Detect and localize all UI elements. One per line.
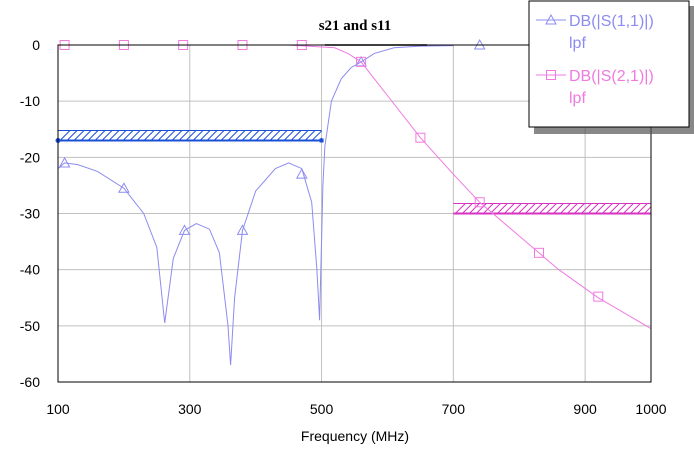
series-1-marker [118, 182, 130, 193]
legend-series-sub: lpf [569, 90, 586, 107]
spec-lines [55, 129, 652, 215]
legend-series-sub: lpf [569, 35, 586, 52]
y-tick-label: -20 [20, 149, 40, 165]
y-tick-label: -60 [20, 374, 40, 390]
legend-square-icon [546, 70, 556, 80]
x-tick-label: 900 [573, 401, 597, 417]
legend-triangle-icon [545, 13, 557, 25]
spec-hatch [59, 130, 322, 141]
x-tick-label: 300 [178, 401, 202, 417]
series-2-marker [474, 197, 485, 208]
plot-frame [57, 44, 652, 383]
y-tick-label: 0 [32, 37, 40, 53]
series-2-marker [356, 56, 367, 67]
x-tick-labels: 100 300 500 700 900 1000 [46, 401, 666, 417]
x-tick-label: 700 [442, 401, 466, 417]
series-2-marker [415, 132, 426, 143]
series-2-marker [533, 247, 544, 258]
legend-series-name: DB(|S(1,1)|) [569, 13, 654, 30]
chart-title: s21 and s11 [319, 18, 392, 34]
y-tick-label: -40 [20, 262, 40, 278]
x-tick-label: 100 [46, 401, 70, 417]
series-1-marker [236, 224, 249, 235]
spec-endpoint [319, 138, 324, 143]
series-1-marker [178, 224, 191, 235]
legend[interactable]: DB(|S(1,1)|) lpf DB(|S(2,1)|) lpf [528, 0, 694, 134]
y-tick-label: -10 [20, 93, 40, 109]
series-1-marker [58, 156, 71, 168]
y-tick-labels: 0 -10 -20 -30 -40 -50 -60 [20, 37, 40, 390]
series-2-marker [593, 291, 604, 302]
y-tick-label: -50 [20, 318, 40, 334]
legend-series-name: DB(|S(2,1)|) [569, 68, 654, 85]
spec-hatch [454, 203, 652, 214]
x-tick-label: 1000 [635, 401, 666, 417]
x-tick-label: 500 [310, 401, 334, 417]
grid [58, 45, 651, 382]
x-axis-label: Frequency (MHz) [301, 428, 409, 444]
legend-box [528, 0, 690, 128]
series-1-marker [295, 168, 308, 179]
series-line-1 [57, 45, 454, 366]
y-tick-label: -30 [20, 206, 40, 222]
